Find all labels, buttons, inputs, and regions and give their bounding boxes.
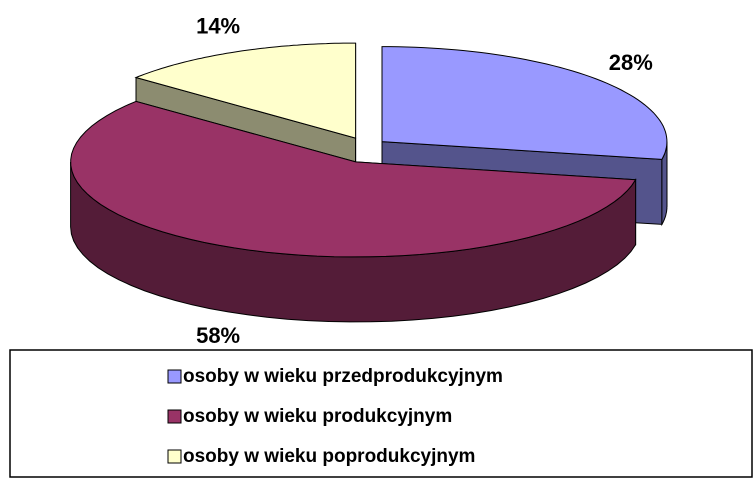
slice — [381, 46, 668, 160]
data-label: 58% — [196, 323, 240, 348]
legend-label: osoby w wieku produkcyjnym — [183, 406, 452, 427]
slice — [134, 42, 357, 139]
data-label: 14% — [196, 14, 240, 39]
legend-swatch — [167, 409, 182, 424]
legend-swatch — [167, 369, 182, 384]
legend-label: osoby w wieku poprodukcyjnym — [183, 446, 475, 467]
data-label: 28% — [609, 50, 653, 75]
legend-label: osoby w wieku przedprodukcyjnym — [183, 366, 503, 387]
legend-swatch — [167, 449, 182, 464]
slice — [70, 100, 637, 258]
legend-box — [9, 349, 753, 478]
